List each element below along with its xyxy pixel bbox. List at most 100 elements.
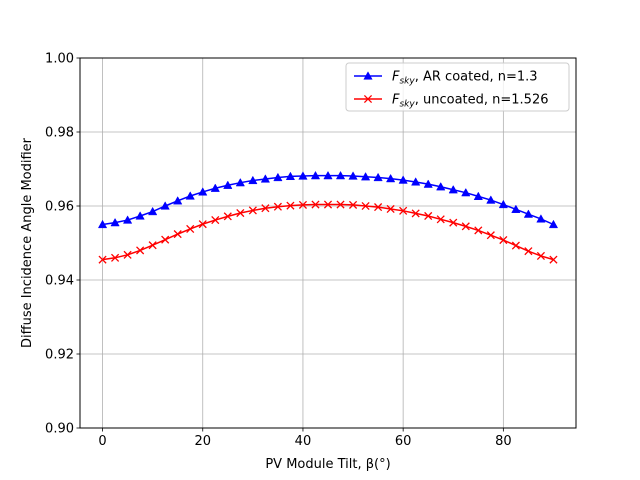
x-tick-label: 20 <box>194 434 211 449</box>
data-point-uncoated <box>386 204 395 214</box>
data-point-ar-coated <box>523 209 534 218</box>
legend-label-uncoated-sub: sky <box>399 100 415 110</box>
legend-marker-ar-coated <box>363 71 373 80</box>
data-point-ar-coated <box>298 171 308 180</box>
data-point-uncoated <box>399 206 408 215</box>
data-point-ar-coated <box>436 182 446 191</box>
data-point-uncoated <box>424 211 433 221</box>
data-point-ar-coated <box>548 219 559 229</box>
legend-marker-triangle <box>363 71 373 80</box>
data-point-ar-coated <box>386 173 396 183</box>
data-point-ar-coated <box>122 215 133 224</box>
data-point-uncoated <box>323 200 333 209</box>
x-axis-title: PV Module Tilt, β(°) <box>265 457 390 472</box>
data-point-ar-coated <box>173 196 183 205</box>
y-tick-label: 0.96 <box>45 200 74 215</box>
data-point-uncoated <box>111 253 120 262</box>
legend-label-ar-coated: Fsky, AR coated, n=1.3 <box>392 70 538 87</box>
data-point-uncoated <box>273 202 282 211</box>
legend-label-ar-coated-main: F <box>392 70 400 85</box>
data-point-uncoated <box>499 235 508 245</box>
legend-label-ar-coated-sub: sky <box>399 77 415 87</box>
data-point-ar-coated <box>198 187 208 196</box>
data-point-ar-coated <box>335 170 346 180</box>
data-point-uncoated <box>261 204 270 213</box>
data-point-uncoated <box>536 251 545 261</box>
data-point-uncoated <box>486 231 495 240</box>
data-point-ar-coated <box>536 214 546 223</box>
y-tick-label: 0.98 <box>45 126 74 141</box>
data-point-uncoated <box>186 224 195 233</box>
ticks: 0 20 40 60 80 0.90 0.92 0.94 0.96 0.98 1.00 <box>45 52 512 450</box>
data-point-ar-coated <box>348 171 358 180</box>
legend: Fsky, AR coated, n=1.3 Fsky, uncoated, n… <box>345 62 570 112</box>
data-point-uncoated <box>361 201 370 211</box>
data-point-ar-coated <box>273 172 283 182</box>
data-point-uncoated <box>449 218 458 227</box>
series-ar-coated <box>97 170 559 229</box>
x-tick-label: 0 <box>98 434 106 449</box>
x-tick-label: 60 <box>395 434 412 449</box>
legend-label-uncoated-rest: , uncoated, n=1.526 <box>415 93 549 108</box>
data-point-uncoated <box>374 203 383 212</box>
data-point-uncoated <box>436 215 445 224</box>
y-tick-label: 0.94 <box>45 274 74 289</box>
data-point-uncoated <box>123 250 132 259</box>
data-point-ar-coated <box>511 204 521 213</box>
data-point-uncoated <box>411 209 420 218</box>
data-point-ar-coated <box>461 187 471 197</box>
data-point-ar-coated <box>210 183 220 192</box>
data-point-ar-coated <box>473 191 483 200</box>
legend-label-uncoated-main: F <box>392 93 400 108</box>
data-point-ar-coated <box>448 185 458 194</box>
y-tick-label: 0.92 <box>45 348 74 363</box>
data-point-uncoated <box>236 208 245 218</box>
data-point-ar-coated <box>373 172 383 182</box>
data-point-uncoated <box>549 255 558 264</box>
data-point-ar-coated <box>223 180 233 189</box>
data-point-uncoated <box>136 246 145 255</box>
data-point-ar-coated <box>423 179 433 188</box>
legend-label-ar-coated-rest: , AR coated, n=1.3 <box>415 70 538 85</box>
data-point-uncoated <box>148 241 157 250</box>
plot-frame <box>79 57 577 429</box>
series-uncoated <box>98 200 558 264</box>
data-point-ar-coated <box>110 217 120 227</box>
data-point-uncoated <box>311 200 320 209</box>
data-point-ar-coated <box>411 177 421 186</box>
y-tick-label: 1.00 <box>45 52 74 67</box>
data-point-ar-coated <box>498 199 508 209</box>
data-point-uncoated <box>248 206 257 215</box>
data-point-uncoated <box>173 230 182 239</box>
data-point-uncoated <box>98 255 107 264</box>
data-point-uncoated <box>461 222 470 231</box>
data-point-ar-coated <box>248 175 258 185</box>
x-tick-label: 40 <box>295 434 312 449</box>
data-point-uncoated <box>348 200 358 209</box>
data-point-ar-coated <box>148 206 158 216</box>
data-point-uncoated <box>223 212 232 221</box>
y-tick-label: 0.90 <box>45 422 74 437</box>
data-point-uncoated <box>161 235 170 244</box>
data-point-ar-coated <box>398 175 408 184</box>
data-point-uncoated <box>511 241 520 250</box>
data-point-uncoated <box>524 247 533 256</box>
x-tick-label: 80 <box>495 434 512 449</box>
data-point-uncoated <box>211 216 220 225</box>
legend-marker-x <box>363 94 373 104</box>
data-point-ar-coated <box>260 174 270 183</box>
series-layer <box>97 170 559 264</box>
legend-box <box>345 62 570 112</box>
data-point-ar-coated <box>97 219 108 229</box>
data-point-uncoated <box>298 200 308 209</box>
data-point-uncoated <box>286 201 295 210</box>
data-point-ar-coated <box>323 170 333 180</box>
legend-marker-uncoated <box>363 94 373 104</box>
y-axis-title: Diffuse Incidence Angle Modifier <box>20 137 35 348</box>
data-point-ar-coated <box>486 195 496 204</box>
data-point-ar-coated <box>135 211 145 220</box>
data-point-uncoated <box>336 200 345 209</box>
legend-label-uncoated: Fsky, uncoated, n=1.526 <box>392 93 549 110</box>
data-point-ar-coated <box>235 177 245 187</box>
